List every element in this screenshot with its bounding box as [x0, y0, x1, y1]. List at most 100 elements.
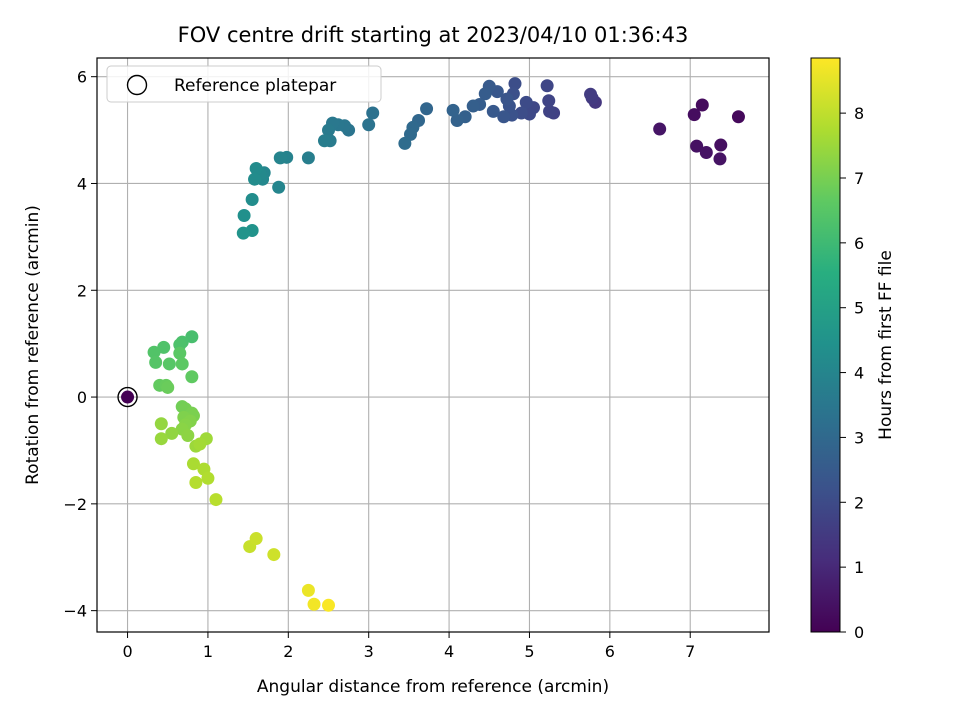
data-point	[450, 113, 464, 127]
data-point	[161, 380, 175, 394]
x-tick-label: 5	[524, 642, 534, 661]
data-points	[117, 77, 745, 612]
data-point	[687, 108, 701, 122]
data-point	[543, 104, 557, 118]
data-point	[466, 99, 480, 113]
y-tick-label: 2	[77, 281, 87, 300]
data-point	[185, 330, 199, 344]
data-point	[209, 493, 223, 507]
data-point	[398, 136, 412, 150]
data-point	[307, 597, 321, 611]
data-point	[699, 146, 713, 160]
data-point	[478, 87, 492, 101]
colorbar-gradient	[810, 57, 841, 633]
data-point	[317, 134, 331, 148]
data-point	[690, 139, 704, 153]
colorbar-tick-label: 2	[854, 493, 864, 512]
y-tick-label: −2	[63, 495, 87, 514]
data-point	[154, 432, 168, 446]
data-point	[713, 152, 727, 166]
data-point	[237, 209, 251, 223]
y-tick-label: 0	[77, 388, 87, 407]
colorbar-tick-label: 6	[854, 234, 864, 253]
data-point	[181, 429, 195, 443]
data-point	[186, 457, 200, 471]
data-point	[301, 151, 315, 165]
data-point	[322, 123, 336, 137]
x-tick-label: 4	[444, 642, 454, 661]
chart-title: FOV centre drift starting at 2023/04/10 …	[178, 23, 689, 47]
legend-marker-icon	[126, 74, 148, 96]
data-point	[154, 417, 168, 431]
colorbar-tick-label: 3	[854, 428, 864, 447]
data-point	[165, 426, 179, 440]
axes-frame	[96, 57, 770, 633]
data-point	[175, 357, 189, 371]
data-point	[540, 79, 554, 93]
data-point	[248, 172, 262, 186]
data-point	[486, 104, 500, 118]
x-tick-label: 2	[283, 642, 293, 661]
legend: Reference platepar	[106, 65, 382, 103]
grid-lines	[97, 58, 769, 632]
data-point	[272, 180, 286, 194]
colorbar-tick-label: 5	[854, 299, 864, 318]
x-tick-label: 0	[122, 642, 132, 661]
legend-box	[106, 65, 382, 103]
reference-platepar-marker	[117, 386, 138, 408]
data-point	[185, 370, 199, 384]
data-point	[366, 106, 380, 120]
data-point	[147, 345, 161, 359]
colorbar-label: Hours from first FF file	[876, 250, 896, 440]
data-point	[508, 77, 522, 91]
data-point	[173, 346, 187, 360]
colorbar-ticks: 0 1 2 3 4 5 6 7 8	[840, 104, 864, 642]
colorbar-tick-label: 4	[854, 364, 864, 383]
colorbar-tick-label: 8	[854, 104, 864, 123]
x-tick-label: 7	[685, 642, 695, 661]
x-axis-ticks: 0 1 2 3 4 5 6 7	[122, 632, 695, 661]
data-point	[731, 110, 745, 124]
data-point	[162, 357, 176, 371]
y-tick-label: 6	[77, 68, 87, 87]
data-point	[273, 151, 287, 165]
data-point	[149, 355, 163, 369]
data-point	[695, 98, 709, 112]
data-point	[236, 226, 250, 240]
data-point	[362, 118, 376, 132]
y-tick-label: 4	[77, 174, 87, 193]
data-point	[193, 437, 207, 451]
data-point	[121, 390, 135, 404]
colorbar: 0 1 2 3 4 5 6 7 8 Hours from first FF file	[810, 57, 896, 642]
x-tick-label: 3	[364, 642, 374, 661]
data-point	[420, 102, 434, 116]
data-point	[157, 340, 171, 354]
data-point	[189, 475, 203, 489]
data-point	[249, 162, 263, 176]
x-axis-label: Angular distance from reference (arcmin)	[257, 677, 609, 697]
data-point	[497, 110, 511, 124]
data-point	[653, 122, 667, 136]
data-point	[301, 583, 315, 597]
data-point	[322, 598, 336, 612]
colorbar-tick-label: 1	[854, 558, 864, 577]
x-tick-label: 1	[203, 642, 213, 661]
legend-label: Reference platepar	[174, 76, 336, 96]
data-point	[542, 94, 556, 108]
data-point	[201, 471, 215, 485]
data-point	[584, 87, 598, 101]
data-point	[267, 548, 281, 562]
data-point	[519, 95, 533, 109]
colorbar-tick-label: 7	[854, 169, 864, 188]
data-point	[446, 103, 460, 117]
x-tick-label: 6	[605, 642, 615, 661]
y-tick-label: −4	[63, 602, 87, 621]
y-axis-ticks: −4 −2 0 2 4 6	[63, 68, 97, 621]
data-point	[249, 532, 263, 546]
colorbar-tick-label: 0	[854, 623, 864, 642]
data-point	[714, 138, 728, 152]
data-point	[500, 92, 514, 106]
y-axis-label: Rotation from reference (arcmin)	[23, 205, 43, 485]
